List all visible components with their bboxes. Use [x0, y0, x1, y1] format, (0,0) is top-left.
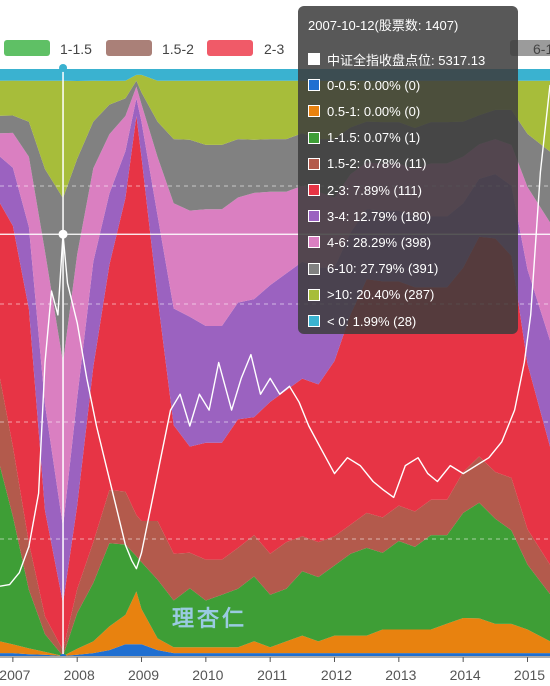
tooltip-row: 2-3: 7.89% (111): [308, 180, 422, 200]
tooltip-row: 1-1.5: 0.07% (1): [308, 128, 420, 148]
tooltip-row-text: 1-1.5: 0.07% (1): [327, 130, 421, 146]
tooltip: 2007-10-12(股票数: 1407) 中证全指收盘点位: 5317.13 0…: [298, 6, 518, 334]
x-tick-label-2011: 2011: [257, 667, 287, 683]
tooltip-swatch: [308, 53, 320, 65]
x-tick-label-2007: 2007: [0, 667, 31, 683]
x-tick-label-2008: 2008: [64, 667, 95, 683]
x-axis-band: [0, 656, 550, 686]
tooltip-row: 3-4: 12.79% (180): [308, 206, 431, 226]
x-tick-label-2009: 2009: [128, 667, 159, 683]
tooltip-swatch: [308, 105, 320, 118]
watermark-text: 理杏仁: [172, 606, 247, 632]
legend-swatch: [207, 40, 253, 56]
legend-label: 6-1: [533, 41, 550, 57]
tooltip-swatch: [308, 315, 320, 327]
legend-swatch: [510, 40, 550, 56]
tooltip-row: 0-0.5: 0.00% (0): [308, 75, 420, 95]
area-0.5-1: [0, 591, 550, 656]
x-axis: 2007 2008 2009 2010 2011 2012 2013 2014 2015: [0, 656, 550, 686]
legend-label: 2-3: [264, 41, 284, 57]
legend-item-1.5-2[interactable]: 1.5-2: [106, 40, 194, 57]
tooltip-row: < 0: 1.99% (28): [308, 311, 416, 331]
x-tick-label-2013: 2013: [385, 667, 416, 683]
tooltip-row: 0.5-1: 0.00% (0): [308, 101, 420, 121]
index-line: [0, 84, 550, 587]
tooltip-row: 1.5-2: 0.78% (11): [308, 154, 426, 174]
tooltip-title: 2007-10-12(股票数: 1407): [308, 18, 459, 33]
legend-item-2-3[interactable]: 2-3: [207, 40, 284, 57]
tooltip-row-text: 0.5-1: 0.00% (0): [327, 103, 421, 119]
tooltip-swatch: [308, 131, 320, 144]
tooltip-swatch: [308, 184, 320, 196]
legend-swatch: [106, 40, 152, 56]
x-tick-label-2010: 2010: [192, 667, 223, 683]
line-index: [0, 84, 550, 587]
legend-item-6-1[interactable]: 6-1: [510, 40, 550, 57]
x-tick-label-2014: 2014: [450, 667, 481, 683]
area-0-0.5: [0, 644, 550, 656]
legend-label: 1-1.5: [60, 41, 92, 57]
tooltip-swatch: [308, 157, 320, 170]
tooltip-swatch: [308, 210, 320, 223]
tooltip-swatch: [308, 79, 320, 92]
tooltip-row: 中证全指收盘点位: 5317.13: [308, 49, 485, 69]
area-1-1.5: [0, 466, 550, 656]
tooltip-swatch: [308, 262, 320, 275]
legend-swatch: [4, 40, 50, 56]
tooltip-swatch: [308, 236, 320, 249]
tooltip-row: >10: 20.40% (287): [308, 285, 434, 305]
tooltip-row: 6-10: 27.79% (391): [308, 259, 438, 279]
x-tick-label-2012: 2012: [321, 667, 352, 683]
tooltip-row-text: 2-3: 7.89% (111): [327, 182, 422, 198]
area-1.5-2: [0, 378, 550, 656]
tooltip-row-text: 6-10: 27.79% (391): [327, 261, 439, 277]
x-tick-label-2015: 2015: [514, 667, 545, 683]
tooltip-row-text: 0-0.5: 0.00% (0): [327, 77, 421, 93]
crosshair-top-marker: [59, 64, 68, 72]
watermark: 理杏仁: [172, 606, 247, 632]
gridlines: [0, 185, 550, 540]
tooltip-row-text: >10: 20.40% (287): [327, 287, 435, 303]
tooltip-row-text: 1.5-2: 0.78% (11): [327, 156, 427, 172]
legend-item-1-1.5[interactable]: 1-1.5: [4, 40, 92, 57]
tooltip-swatch: [308, 288, 320, 301]
tooltip-row: 4-6: 28.29% (398): [308, 232, 431, 252]
area-2-3: [0, 116, 550, 651]
crosshair-point: [58, 229, 68, 239]
legend-label: 1.5-2: [162, 41, 194, 57]
tooltip-row-text: 中证全指收盘点位: 5317.13: [327, 52, 486, 68]
tooltip-row-text: 3-4: 12.79% (180): [327, 208, 432, 224]
tooltip-row-text: 4-6: 28.29% (398): [327, 234, 432, 250]
tooltip-row-text: < 0: 1.99% (28): [327, 313, 417, 329]
